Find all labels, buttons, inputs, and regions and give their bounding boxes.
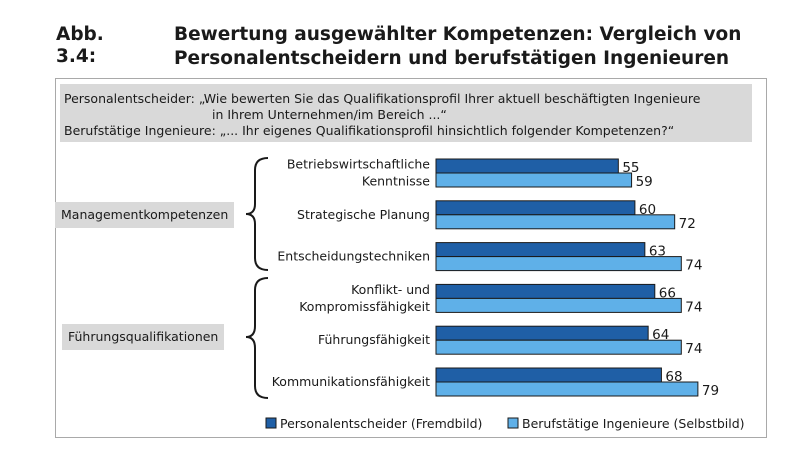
- group-label-management: Managementkompetenzen: [55, 202, 235, 228]
- bar-fremdbild-3: [435, 242, 646, 258]
- data-label: 74: [685, 258, 702, 274]
- category-label: Strategische Planung: [297, 207, 430, 222]
- category-label: Kommunikationsfähigkeit: [272, 374, 430, 389]
- data-label: 64: [652, 327, 669, 343]
- bar-selbstbild-3: [435, 256, 682, 272]
- question-line1: Personalentscheider: „Wie bewerten Sie d…: [64, 91, 701, 106]
- bar-selbstbild-4: [435, 297, 682, 313]
- data-label: 74: [685, 299, 702, 315]
- category-label: Entscheidungstechniken: [277, 249, 430, 264]
- legend-swatch-2: [507, 417, 519, 429]
- data-label: 72: [679, 216, 696, 232]
- bar-fremdbild-6: [435, 367, 662, 383]
- bar-selbstbild-5: [435, 339, 682, 355]
- data-label: 55: [622, 160, 639, 176]
- data-label: 60: [639, 202, 656, 218]
- figure-number: Abb. 3.4:: [56, 24, 104, 67]
- bar-selbstbild-6: [435, 381, 699, 397]
- category-label: Konflikt- und Kompromissfähigkeit: [299, 282, 430, 314]
- data-label: 74: [685, 341, 702, 357]
- figure-title-line2: Personalentscheidern und berufstätigen I…: [174, 48, 730, 69]
- category-labels: Betriebswirtschaftliche Kenntnisse Strateg…: [272, 157, 431, 390]
- data-label: 59: [636, 174, 653, 190]
- bar-fremdbild-4: [435, 283, 656, 299]
- question-line3: Berufstätige Ingenieure: „... Ihr eigene…: [64, 123, 675, 138]
- legend-swatch-1: [265, 417, 277, 429]
- legend-label-2: Berufstätige Ingenieure (Selbstbild): [522, 416, 745, 431]
- bar-selbstbild-2: [435, 214, 676, 230]
- legend: Personalentscheider (Fremdbild) Berufstät…: [265, 416, 745, 431]
- brace-leadership: [245, 277, 269, 399]
- bar-fremdbild-1: [435, 158, 619, 174]
- bar-selbstbild-1: [435, 172, 633, 188]
- figure-title-line1: Bewertung ausgewählter Kompetenzen: Verg…: [174, 24, 742, 45]
- legend-label-1: Personalentscheider (Fremdbild): [280, 416, 482, 431]
- data-label: 79: [702, 383, 719, 399]
- question-box: [60, 84, 752, 142]
- bar-fremdbild-2: [435, 200, 636, 216]
- data-label: 66: [659, 285, 676, 301]
- group-label-leadership: Führungsqualifikationen: [62, 324, 225, 350]
- data-label: 63: [649, 244, 666, 260]
- question-line2: in Ihrem Unternehmen/im Bereich ...“: [212, 107, 447, 122]
- chart-frame: [55, 78, 767, 438]
- brace-management: [245, 157, 269, 271]
- data-label: 68: [665, 369, 682, 385]
- category-label: Führungsfähigkeit: [318, 332, 430, 347]
- bar-fremdbild-5: [435, 325, 649, 341]
- category-label: Betriebswirtschaftliche Kenntnisse: [287, 157, 430, 189]
